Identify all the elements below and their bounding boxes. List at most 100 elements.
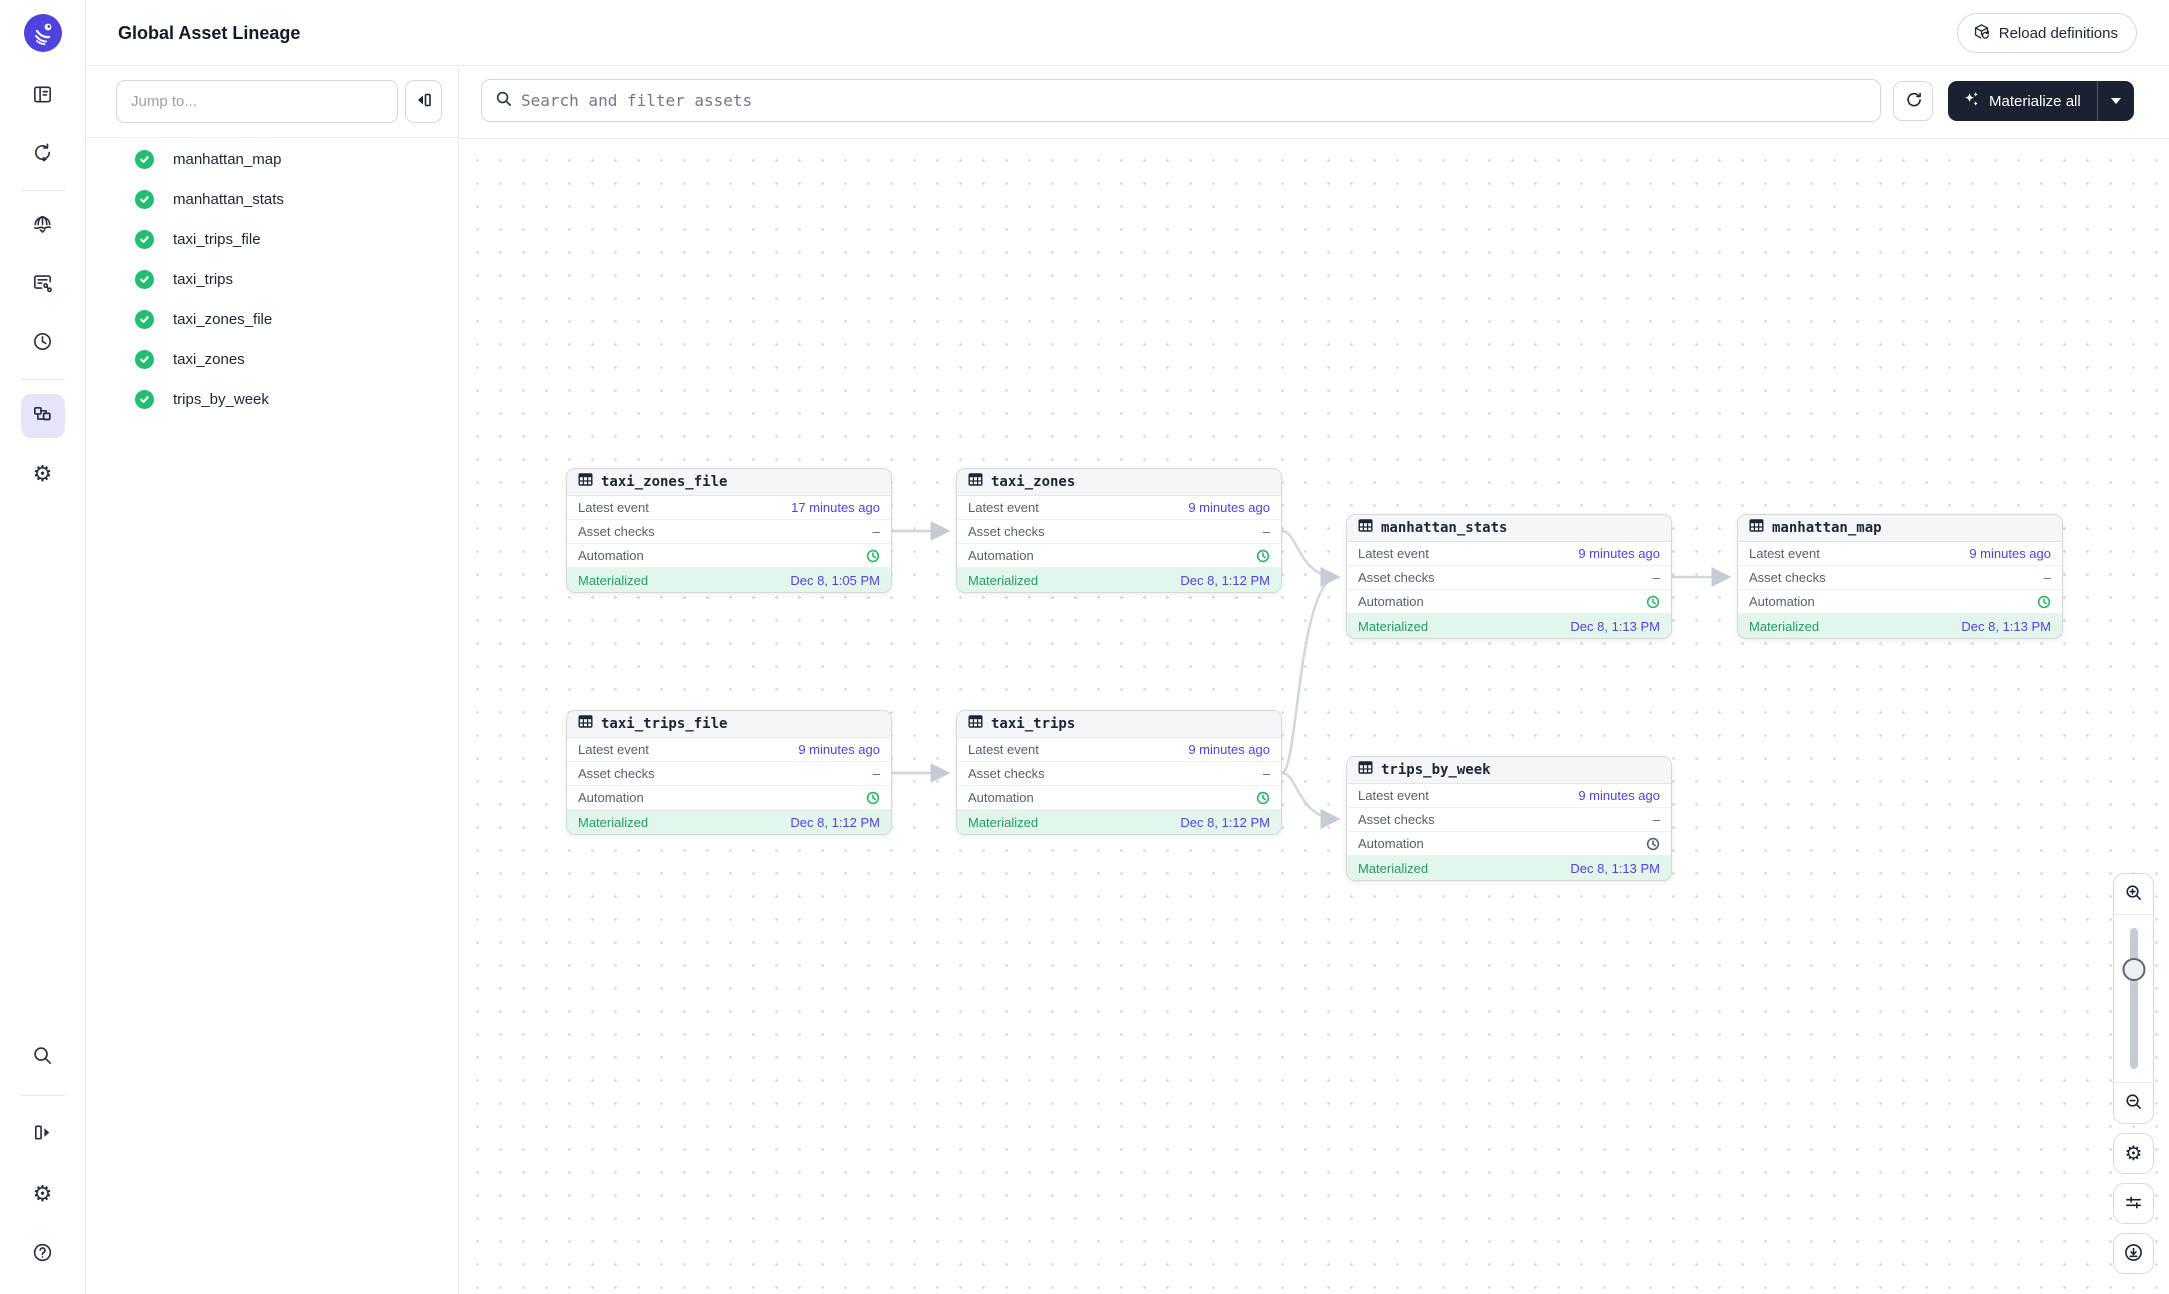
page-title: Global Asset Lineage [118, 22, 301, 43]
sidebar-item-search[interactable] [21, 1035, 65, 1079]
download-graph-button[interactable] [2113, 1233, 2154, 1274]
asset-checks-row: Asset checks – [957, 520, 1281, 544]
refresh-button[interactable] [1893, 81, 1933, 121]
asset-node-header[interactable]: manhattan_stats [1347, 515, 1671, 542]
asset-checks-label: Asset checks [578, 524, 655, 539]
automation-row: Automation [1738, 590, 2062, 614]
check-circle-icon [135, 229, 154, 249]
asset-node-header[interactable]: taxi_zones_file [567, 469, 891, 496]
latest-event-value[interactable]: 9 minutes ago [1188, 742, 1270, 757]
zoom-slider[interactable] [2114, 914, 2153, 1083]
clock-green-icon[interactable] [2037, 595, 2051, 609]
asset-node[interactable]: manhattan_map Latest event 9 minutes ago As… [1737, 514, 2063, 639]
materialize-all-button[interactable]: Materialize all [1948, 81, 2097, 121]
graph-settings-button[interactable]: ⚙ [2113, 1133, 2154, 1174]
asset-checks-label: Asset checks [968, 766, 1045, 781]
asset-node-header[interactable]: taxi_zones [957, 469, 1281, 496]
clock-green-icon[interactable] [866, 549, 880, 563]
asset-checks-value: – [1652, 812, 1660, 827]
sidebar-item-asset-lineage[interactable] [20, 394, 65, 438]
automation-row: Automation [1347, 590, 1671, 614]
sidebar-item-deployment[interactable] [21, 205, 65, 249]
materialized-label: Materialized [578, 572, 649, 588]
asset-list-item[interactable]: trips_by_week [87, 379, 458, 419]
sidebar-item-settings[interactable]: ⚙ [21, 1172, 65, 1216]
materialized-date[interactable]: Dec 8, 1:12 PM [1180, 814, 1270, 830]
zoom-in-button[interactable] [2114, 874, 2153, 914]
lineage-canvas[interactable]: Materialize all [460, 67, 2169, 1294]
materialize-all-group: Materialize all [1948, 81, 2134, 121]
asset-node[interactable]: taxi_zones_file Latest event 17 minutes ag… [566, 468, 892, 593]
asset-list-item[interactable]: taxi_trips_file [87, 219, 458, 259]
asset-node-header[interactable]: trips_by_week [1347, 757, 1671, 784]
zoom-slider-handle[interactable] [2122, 958, 2145, 981]
asset-checks-value: – [872, 766, 880, 781]
collapse-panel-button[interactable] [405, 80, 442, 123]
sidebar-item-settings[interactable]: ⚙ [21, 452, 65, 496]
asset-checks-value: – [1652, 570, 1660, 585]
sidebar-item-expand-panel[interactable] [21, 1112, 65, 1156]
zoom-out-icon [2124, 1092, 2143, 1114]
sidebar-bottom-nav: ⚙ [0, 1035, 85, 1276]
dagster-logo-icon[interactable] [23, 14, 62, 52]
asset-node[interactable]: manhattan_stats Latest event 9 minutes ago… [1346, 514, 1672, 639]
materialized-date[interactable]: Dec 8, 1:13 PM [1570, 618, 1660, 634]
asset-node-header[interactable]: taxi_trips_file [567, 711, 891, 738]
latest-event-value[interactable]: 9 minutes ago [1578, 788, 1660, 803]
sidebar-item-runs[interactable] [21, 132, 65, 176]
app-sidebar: ⚙ ⚙ [0, 0, 86, 1294]
graph-filters-button[interactable] [2113, 1183, 2154, 1224]
asset-node[interactable]: taxi_zones Latest event 9 minutes ago Asset… [956, 468, 1282, 593]
asset-node-header[interactable]: manhattan_map [1738, 515, 2062, 542]
asset-list-item[interactable]: manhattan_stats [87, 179, 458, 219]
materialized-label: Materialized [1358, 860, 1429, 876]
page-header: Global Asset Lineage Reload definitions [86, 0, 2169, 66]
zoom-in-icon [2124, 883, 2143, 905]
jump-to-input[interactable] [116, 80, 398, 123]
sidebar-item-jobs[interactable] [21, 263, 65, 307]
materialized-date[interactable]: Dec 8, 1:12 PM [1180, 572, 1270, 588]
asset-list-item[interactable]: taxi_zones_file [87, 299, 458, 339]
asset-list-item[interactable]: manhattan_map [87, 139, 458, 179]
materialized-label: Materialized [968, 814, 1039, 830]
automation-label: Automation [968, 790, 1034, 805]
search-filter-input[interactable] [521, 91, 1867, 110]
latest-event-value[interactable]: 17 minutes ago [791, 500, 880, 515]
materialized-date[interactable]: Dec 8, 1:12 PM [790, 814, 880, 830]
sidebar-divider [20, 379, 65, 380]
package-reload-icon [1972, 22, 1991, 45]
materialized-date[interactable]: Dec 8, 1:13 PM [1570, 860, 1660, 876]
materialized-date[interactable]: Dec 8, 1:13 PM [1961, 618, 2051, 634]
materialized-date[interactable]: Dec 8, 1:05 PM [790, 572, 880, 588]
reload-definitions-button[interactable]: Reload definitions [1956, 13, 2137, 53]
materialize-options-button[interactable] [2096, 81, 2134, 121]
asset-checks-label: Asset checks [968, 524, 1045, 539]
asset-node-name: manhattan_map [1772, 520, 1882, 536]
search-icon [31, 1044, 54, 1070]
asset-node[interactable]: trips_by_week Latest event 9 minutes ago As… [1346, 756, 1672, 881]
latest-event-value[interactable]: 9 minutes ago [798, 742, 880, 757]
asset-list-item[interactable]: taxi_zones [87, 339, 458, 379]
asset-node[interactable]: taxi_trips_file Latest event 9 minutes ago… [566, 710, 892, 835]
clock-gray-icon[interactable] [1646, 837, 1660, 851]
asset-node[interactable]: taxi_trips Latest event 9 minutes ago Asset… [956, 710, 1282, 835]
clock-green-icon[interactable] [1646, 595, 1660, 609]
caret-down-icon [2110, 98, 2121, 104]
asset-lineage-icon [31, 403, 54, 429]
asset-list-item[interactable]: taxi_trips [87, 259, 458, 299]
check-circle-icon [135, 309, 154, 329]
automation-row: Automation [567, 544, 891, 568]
latest-event-value[interactable]: 9 minutes ago [1188, 500, 1270, 515]
sidebar-divider [20, 190, 65, 191]
materialized-label: Materialized [968, 572, 1039, 588]
latest-event-value[interactable]: 9 minutes ago [1578, 546, 1660, 561]
asset-node-header[interactable]: taxi_trips [957, 711, 1281, 738]
clock-green-icon[interactable] [1256, 549, 1270, 563]
clock-green-icon[interactable] [1256, 791, 1270, 805]
zoom-out-button[interactable] [2114, 1083, 2153, 1123]
sidebar-item-schedules[interactable] [21, 321, 65, 365]
sidebar-item-help[interactable] [21, 1232, 65, 1276]
sidebar-item-overview[interactable] [21, 74, 65, 118]
clock-green-icon[interactable] [866, 791, 880, 805]
latest-event-value[interactable]: 9 minutes ago [1969, 546, 2051, 561]
